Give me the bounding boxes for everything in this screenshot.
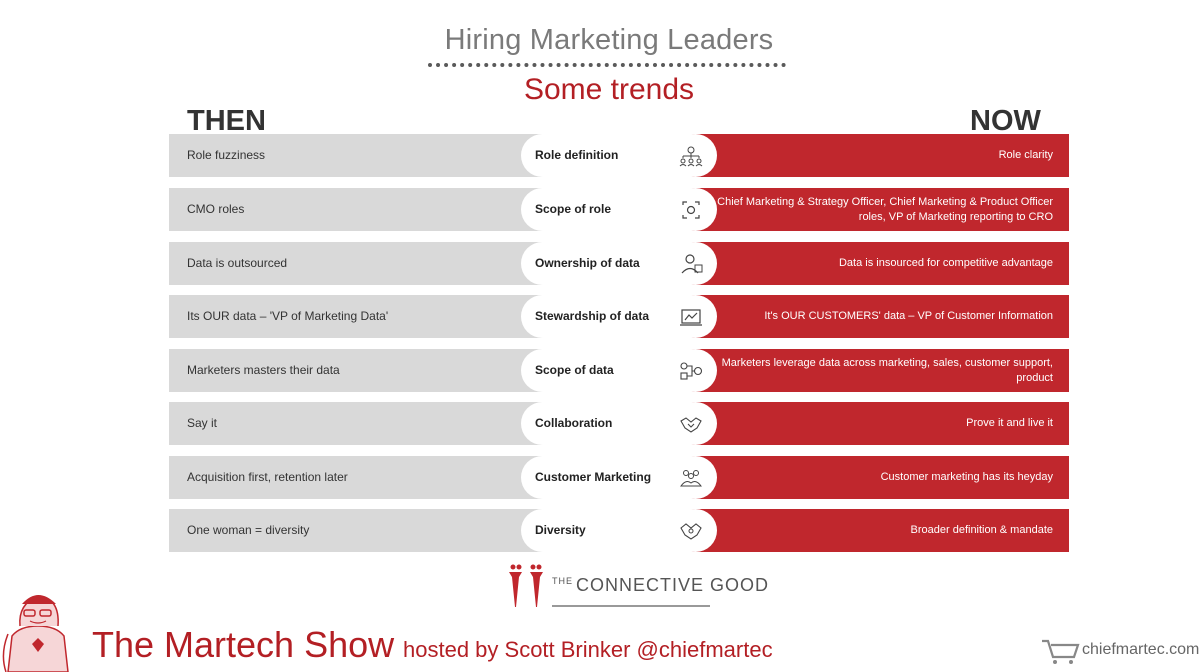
then-text: Marketers masters their data <box>187 363 340 377</box>
person-data-icon <box>681 254 703 274</box>
then-text: Say it <box>187 416 218 430</box>
now-text: Customer marketing has its heyday <box>880 471 1053 483</box>
then-text: CMO roles <box>187 202 245 216</box>
icon-circle <box>674 242 717 285</box>
then-bar <box>169 509 549 552</box>
now-bar <box>689 349 1069 392</box>
aspect-label: Ownership of data <box>535 256 640 270</box>
now-text: Marketers leverage data across marketing… <box>721 356 1053 384</box>
now-bar <box>689 242 1069 285</box>
now-bar <box>689 456 1069 499</box>
now-bar <box>689 188 1069 231</box>
trend-row-ownership-of-data: Data is outsourced Ownership of data Dat… <box>169 242 1069 285</box>
connective-underline <box>552 605 710 607</box>
hosted-by-text: hosted by Scott Brinker @chiefmartec <box>403 637 773 662</box>
chiefmartec-site: chiefmartec.com <box>1082 641 1200 658</box>
then-text: Its OUR data – 'VP of Marketing Data' <box>187 309 389 323</box>
connective-good-wordmark: THE CONNECTIVE GOOD <box>552 575 769 596</box>
now-header: NOW <box>970 105 1041 137</box>
connective-good-logo: THE CONNECTIVE GOOD <box>504 563 768 613</box>
chiefmartec-logo-icon <box>1042 639 1080 664</box>
connective-the: THE <box>552 576 573 586</box>
now-text: Broader definition & mandate <box>910 524 1053 536</box>
icon-circle <box>674 456 717 499</box>
trend-row-scope-of-data: Marketers masters their data Scope of da… <box>169 349 1069 392</box>
aspect-label: Scope of role <box>535 202 612 216</box>
aspect-label: Stewardship of data <box>535 309 650 323</box>
then-text: Data is outsourced <box>187 256 288 270</box>
then-text: Role fuzziness <box>187 148 266 162</box>
icon-circle <box>674 188 717 231</box>
mascot-illustration <box>2 595 69 672</box>
then-bar <box>169 134 549 177</box>
then-text: One woman = diversity <box>187 523 310 537</box>
trend-row-stewardship-of-data: Its OUR data – 'VP of Marketing Data' St… <box>169 295 1069 338</box>
trend-row-customer-marketing: Acquisition first, retention later Custo… <box>169 456 1069 499</box>
now-bar <box>689 295 1069 338</box>
icon-circle <box>674 349 717 392</box>
handshake-icon <box>680 417 702 433</box>
aspect-label: Scope of data <box>535 363 614 377</box>
icon-circle <box>674 402 717 445</box>
trend-row-role-definition: Role fuzziness Role definition Role clar… <box>169 134 1069 177</box>
show-title: The Martech Show <box>92 624 395 665</box>
data-dashboard-icon <box>680 309 702 326</box>
team-hierarchy-icon <box>679 146 703 167</box>
now-text: Chief Marketing & Strategy Officer, Chie… <box>717 195 1053 223</box>
now-text: Data is insourced for competitive advant… <box>838 257 1053 269</box>
then-bar <box>169 349 549 392</box>
now-bar <box>689 402 1069 445</box>
connective-good-mark-icon <box>509 564 543 607</box>
then-bar <box>169 402 549 445</box>
aspect-label: Role definition <box>535 148 619 162</box>
now-text: It's OUR CUSTOMERS' data – VP of Custome… <box>764 310 1053 322</box>
now-text: Role clarity <box>998 149 1053 161</box>
slide-title: Hiring Marketing Leaders <box>444 24 774 56</box>
icon-circle <box>674 295 717 338</box>
trend-row-scope-of-role: CMO roles Scope of role Chief Marketing … <box>169 188 1069 231</box>
now-text: Prove it and live it <box>966 417 1053 429</box>
then-text: Acquisition first, retention later <box>187 470 348 484</box>
now-bar <box>689 509 1069 552</box>
then-bar <box>169 295 549 338</box>
then-bar <box>169 188 549 231</box>
then-header: THEN <box>187 105 266 137</box>
then-bar <box>169 242 549 285</box>
data-flow-icon <box>680 362 703 380</box>
aspect-label: Customer Marketing <box>535 470 652 484</box>
title-dotted-divider <box>428 63 786 67</box>
diversity-handshake-icon <box>680 523 702 540</box>
trend-row-collaboration: Say it Collaboration Prove it and live i… <box>169 402 1069 445</box>
focus-frame-icon <box>682 201 700 219</box>
trend-row-diversity: One woman = diversity Diversity Broader … <box>169 509 1069 552</box>
then-bar <box>169 456 549 499</box>
aspect-label: Collaboration <box>535 416 613 430</box>
connective-name: CONNECTIVE GOOD <box>576 575 770 595</box>
slide-subtitle: Some trends <box>523 73 695 106</box>
aspect-label: Diversity <box>535 523 586 537</box>
now-bar <box>689 134 1069 177</box>
customer-group-icon <box>680 470 702 487</box>
icon-circle <box>674 509 717 552</box>
